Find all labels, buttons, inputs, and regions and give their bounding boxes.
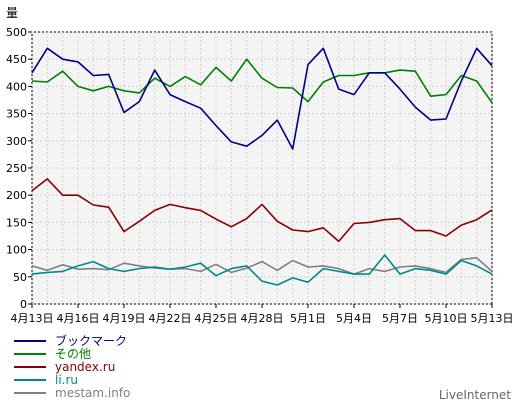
y-tick-label: 500 [6,26,27,39]
x-tick-label: 4月25日 [195,312,238,325]
x-tick-label: 5月7日 [382,312,418,325]
y-tick-label: 200 [6,189,27,202]
y-tick-labels: 0 50 100 150 200 250 300 350 400 450 500 [6,26,32,311]
series-line-4 [31,256,493,275]
x-tick-label: 4月13日 [11,312,54,325]
series-line-3 [31,254,493,286]
x-tick-label: 4月19日 [103,312,146,325]
y-tick-label: 150 [6,216,27,229]
y-tick-label: 250 [6,162,27,175]
y-tick-label: 400 [6,80,27,93]
y-axis-label: 量 [6,6,18,20]
x-tick-label: 4月22日 [149,312,192,325]
x-tick-label: 4月28日 [241,312,284,325]
x-tick-labels: 4月13日 4月16日 4月19日 4月22日 4月25日 4月28日 5月1日 5月4日 5月… [11,304,514,325]
y-tick-label: 350 [6,108,27,121]
legend-label: mestam.info [55,386,130,400]
x-tick-label: 5月13日 [471,312,514,325]
x-tick-label: 5月4日 [336,312,372,325]
brand-label: LiveInternet [439,388,511,402]
x-tick-label: 4月16日 [57,312,100,325]
legend-label: yandex.ru [55,360,115,374]
x-tick-label: 5月1日 [290,312,326,325]
series-line-2 [31,178,493,243]
y-tick-label: 50 [13,271,27,284]
y-tick-label: 450 [6,53,27,66]
series-lines [31,47,493,286]
series-line-0 [31,47,493,150]
legend-label: li.ru [55,373,78,387]
y-tick-label: 0 [20,298,27,311]
legend-label: その他 [55,347,91,361]
legend-label: ブックマーク [55,333,127,348]
y-tick-label: 100 [6,244,27,257]
y-tick-label: 300 [6,135,27,148]
x-tick-label: 5月10日 [425,312,468,325]
series-line-1 [31,58,493,104]
